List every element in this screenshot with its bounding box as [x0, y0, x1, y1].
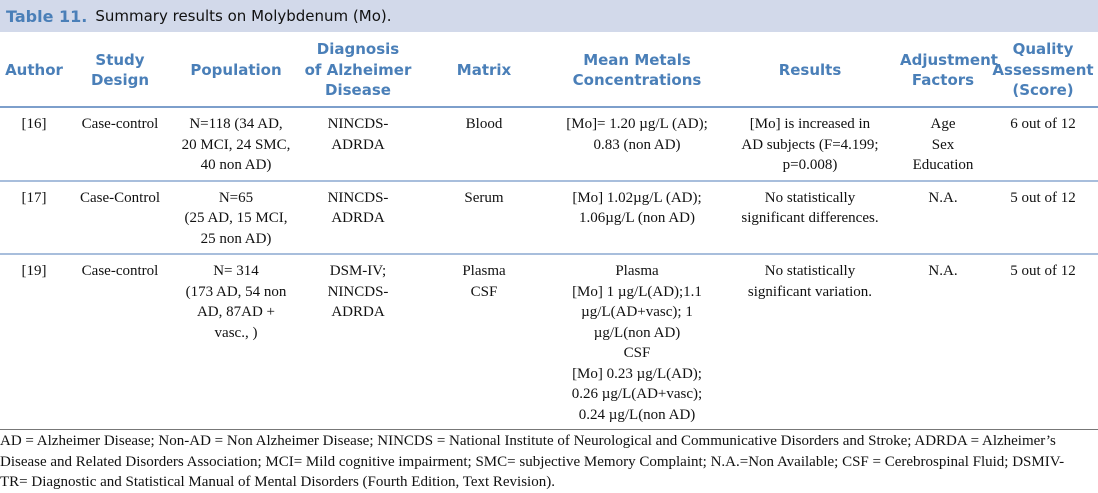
header-adjustment-factors: Adjustment Factors [898, 34, 998, 108]
table-footnote: AD = Alzheimer Disease; Non-AD = Non Alz… [0, 433, 1065, 490]
table-caption: Summary results on Molybdenum (Mo). [95, 7, 392, 25]
cell-adjustment-factors: Age Sex Education [898, 107, 988, 182]
header-population: Population [172, 34, 300, 108]
cell-mean-concentrations: Plasma [Mo] 1 µg/L(AD);1.1 µg/L(AD+vasc)… [552, 254, 722, 430]
cell-mean-concentrations: [Mo] 1.02µg/L (AD); 1.06µg/L (non AD) [552, 180, 722, 255]
table-row: [19] Case-control N= 314 (173 AD, 54 non… [0, 254, 1098, 430]
cell-diagnosis: DSM-IV; NINCDS- ADRDA [300, 254, 416, 430]
cell-population: N=118 (34 AD, 20 MCI, 24 SMC, 40 non AD) [172, 107, 300, 182]
cell-diagnosis: NINCDS- ADRDA [300, 107, 416, 182]
cell-author: [16] [0, 107, 68, 182]
cell-results: [Mo] is increased in AD subjects (F=4.19… [722, 107, 898, 182]
cell-matrix: Serum [416, 180, 552, 255]
cell-study-design: Case-Control [68, 180, 172, 255]
header-quality-assessment: Quality Assessment (Score) [988, 34, 1098, 108]
table-row: [16] Case-control N=118 (34 AD, 20 MCI, … [0, 107, 1098, 182]
cell-adjustment-factors: N.A. [898, 254, 988, 430]
table-row: [17] Case-Control N=65 (25 AD, 15 MCI, 2… [0, 180, 1098, 255]
header-diagnosis: Diagnosis of Alzheimer Disease [300, 34, 416, 108]
cell-study-design: Case-control [68, 107, 172, 182]
cell-adjustment-factors: N.A. [898, 180, 988, 255]
cell-population: N=65 (25 AD, 15 MCI, 25 non AD) [172, 180, 300, 255]
cell-results: No statistically significant differences… [722, 180, 898, 255]
cell-quality: 6 out of 12 [988, 107, 1098, 182]
cell-quality: 5 out of 12 [988, 254, 1098, 430]
cell-quality: 5 out of 12 [988, 180, 1098, 255]
header-mean-concentrations: Mean Metals Concentrations [552, 34, 722, 108]
summary-table: Author Study Design Population Diagnosis… [0, 34, 1098, 430]
cell-population: N= 314 (173 AD, 54 non AD, 87AD + vasc.,… [172, 254, 300, 430]
cell-author: [19] [0, 254, 68, 430]
header-row: Author Study Design Population Diagnosis… [0, 34, 1098, 108]
cell-mean-concentrations: [Mo]= 1.20 µg/L (AD); 0.83 (non AD) [552, 107, 722, 182]
cell-author: [17] [0, 180, 68, 255]
header-author: Author [0, 34, 68, 108]
header-results: Results [722, 34, 898, 108]
cell-diagnosis: NINCDS- ADRDA [300, 180, 416, 255]
cell-results: No statistically significant variation. [722, 254, 898, 430]
cell-matrix: Blood [416, 107, 552, 182]
table-title-bar: Table 11. Summary results on Molybdenum … [0, 0, 1098, 32]
header-matrix: Matrix [416, 34, 552, 108]
cell-matrix: Plasma CSF [416, 254, 552, 430]
table-label: Table 11. [6, 6, 88, 26]
header-study-design: Study Design [68, 34, 172, 108]
cell-study-design: Case-control [68, 254, 172, 430]
